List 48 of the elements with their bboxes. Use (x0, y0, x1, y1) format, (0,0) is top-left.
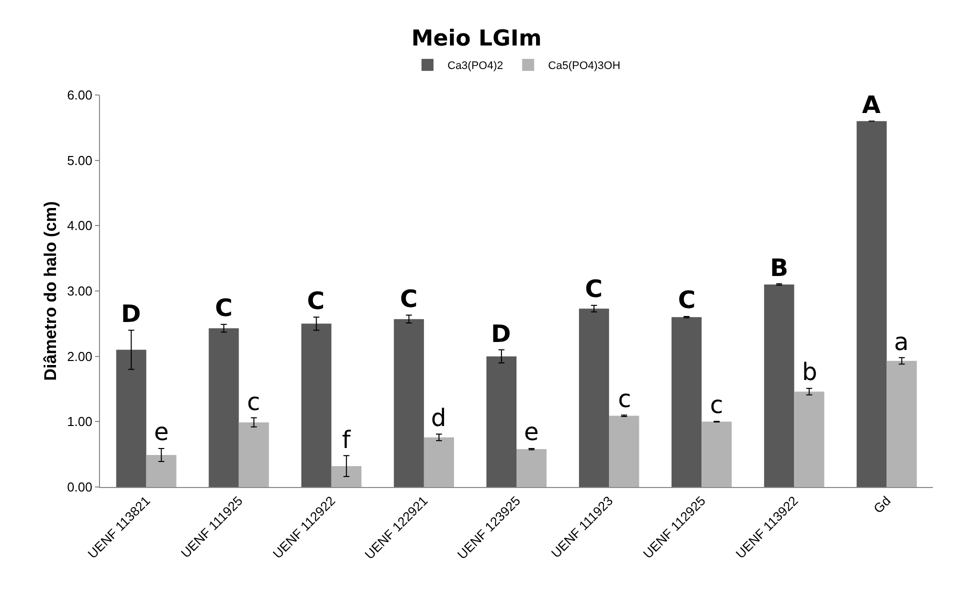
data-label: C (215, 294, 233, 322)
bar (486, 356, 516, 487)
data-label: D (121, 300, 141, 328)
bar (609, 416, 640, 487)
data-label: D (491, 320, 511, 348)
bar (578, 308, 610, 487)
data-label: d (431, 404, 446, 432)
data-label: C (307, 287, 325, 315)
data-label: c (710, 391, 724, 419)
y-tick-label: 4.00 (67, 218, 92, 234)
bar (116, 350, 146, 487)
bar (208, 328, 239, 487)
bar (394, 319, 424, 487)
data-label: C (585, 275, 603, 303)
bar (516, 449, 547, 487)
bar (764, 284, 794, 487)
bar (301, 324, 332, 487)
legend-label: Ca5(PO4)3OH (548, 60, 620, 72)
y-tick-label: 6.00 (67, 88, 92, 103)
data-label: b (802, 358, 818, 386)
data-label: c (247, 388, 260, 416)
x-tick-label: Gd (870, 493, 894, 516)
bar (672, 317, 702, 487)
data-label: B (770, 254, 788, 282)
y-tick-label: 1.00 (67, 414, 92, 430)
data-label: e (524, 418, 539, 446)
data-label: c (618, 385, 632, 413)
bar (146, 454, 176, 487)
data-label: a (894, 328, 909, 356)
y-tick-label: 5.00 (67, 152, 92, 168)
bar (331, 466, 362, 487)
y-axis-title: Diâmetro do halo (cm) (41, 201, 60, 381)
y-tick-label: 0.00 (67, 480, 92, 495)
y-tick-label: 2.00 (67, 348, 92, 364)
data-label: C (678, 286, 696, 314)
bar (856, 121, 887, 487)
bar (702, 422, 732, 487)
y-tick-label: 3.00 (67, 284, 92, 299)
data-label: e (154, 418, 169, 446)
legend-label: Ca3(PO4)2 (448, 60, 504, 72)
bar (794, 392, 824, 487)
bar (238, 422, 269, 487)
data-label: C (400, 285, 418, 313)
data-label: A (862, 91, 881, 119)
bar (424, 437, 454, 487)
bar (886, 360, 917, 487)
data-label: f (342, 426, 351, 454)
chart-title: Meio LGIm (411, 26, 542, 52)
